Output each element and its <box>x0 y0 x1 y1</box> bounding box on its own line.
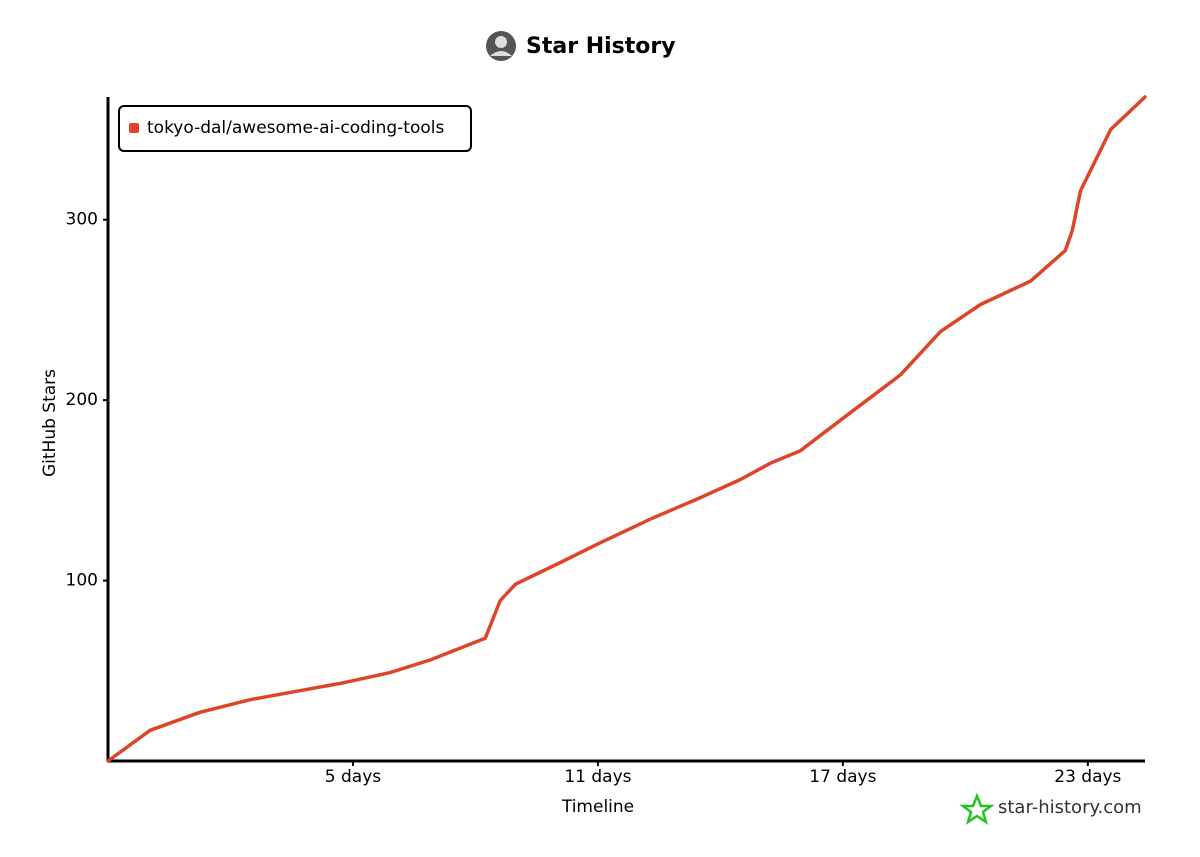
y-axis-label: GitHub Stars <box>40 369 60 477</box>
legend-box <box>118 105 472 152</box>
legend-swatch <box>129 123 139 133</box>
x-tick-label: 17 days <box>809 767 876 787</box>
x-tick-label: 23 days <box>1054 767 1121 787</box>
legend-label: tokyo-dal/awesome-ai-coding-tools <box>147 118 444 138</box>
y-tick-label: 100 <box>66 571 98 591</box>
avatar-icon <box>486 31 516 61</box>
chart-title: Star History <box>526 34 676 59</box>
watermark-logo <box>959 792 995 825</box>
series-line <box>106 95 1147 763</box>
watermark: star-history.com <box>998 797 1142 818</box>
y-tick-label: 300 <box>66 210 98 230</box>
x-tick-label: 5 days <box>325 767 381 787</box>
x-tick-label: 11 days <box>564 767 631 787</box>
y-tick-label: 200 <box>66 390 98 410</box>
x-axis-label: Timeline <box>561 797 634 817</box>
